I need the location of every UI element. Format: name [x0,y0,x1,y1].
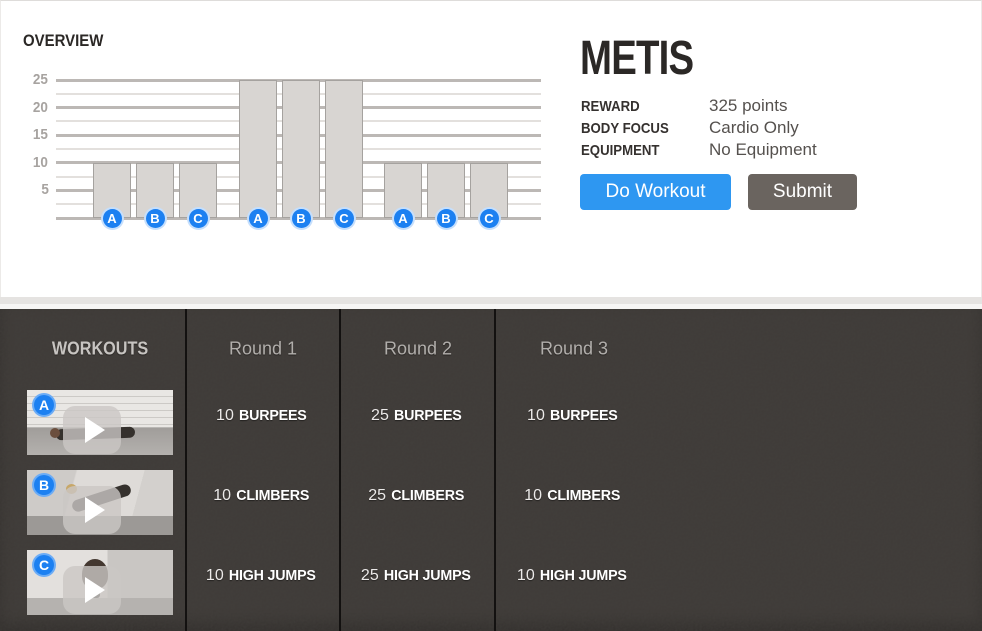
detail-row: BODY FOCUS Cardio Only [581,117,911,139]
exercise-badge: C [332,207,356,230]
rep-count: 10 [205,567,224,584]
exercise-name: CLIMBERS [391,487,464,504]
column-separator [185,309,187,631]
exercise-name: HIGH JUMPS [228,567,316,584]
exercise-rep-cell: 10 HIGH JUMPS [206,567,320,585]
play-icon [85,497,105,523]
exercise-badge-letter: B [441,211,451,226]
chart-bar [325,80,363,218]
column-separator [494,309,496,631]
detail-row: REWARD 325 points [581,95,911,117]
exercise-badge: B [32,473,56,497]
exercise-badge: A [246,207,270,230]
rep-count: 10 [516,567,535,584]
exercise-name: BURPEES [238,407,307,424]
submit-button[interactable]: Submit [748,174,857,210]
detail-value: No Equipment [709,140,817,159]
overview-title: OVERVIEW [23,31,104,50]
exercise-badge-letter: A [107,211,117,226]
exercise-name: CLIMBERS [547,487,620,504]
detail-label: BODY FOCUS [581,119,669,137]
exercise-badge-letter: B [38,477,50,493]
exercise-badge: B [289,207,313,230]
exercise-badge-letter: B [150,211,160,226]
exercise-badge: B [434,207,458,230]
exercise-name: BURPEES [549,407,618,424]
section-divider [0,297,982,309]
exercise-badge: C [186,207,210,230]
round-header-1: Round 1 [228,338,298,359]
play-icon [85,577,105,603]
y-axis-tick-label: 25 [33,71,49,88]
exercise-rep-cell: 10 CLIMBERS [213,487,313,505]
play-icon [85,417,105,443]
exercise-badge: A [391,207,415,230]
round-header-2: Round 2 [383,338,453,359]
detail-value: 325 points [709,96,788,115]
exercise-rep-cell: 10 BURPEES [527,407,621,425]
column-separator [339,309,341,631]
exercise-rep-cell: 25 CLIMBERS [368,487,468,505]
y-axis-tick-label: 15 [33,126,49,144]
rep-count: 10 [524,487,543,504]
do-workout-button[interactable]: Do Workout [580,174,731,210]
detail-label: EQUIPMENT [581,141,660,159]
rep-count: 25 [360,567,379,584]
y-axis-tick-label: 10 [33,153,49,171]
detail-row: EQUIPMENT No Equipment [581,139,911,161]
exercise-rep-cell: 10 CLIMBERS [524,487,624,505]
exercise-badge-letter: A [398,211,408,226]
rep-count: 25 [368,487,387,504]
y-axis-tick-label: 20 [33,98,49,116]
y-axis-tick-label: 5 [41,181,49,199]
overview-section: OVERVIEW 5 10 15 20 25 A B C A B C A B C METIS REWARD… [0,0,982,297]
exercise-badge: A [32,393,56,417]
play-button[interactable] [63,486,121,534]
workout-details: REWARD 325 points BODY FOCUS Cardio Only EQU… [581,95,911,161]
chart-bar [239,80,277,218]
chart-bar [282,80,320,218]
rep-count: 10 [216,407,234,424]
play-button[interactable] [63,406,121,454]
exercise-thumbnail[interactable]: B [27,470,173,535]
exercise-rep-cell: 10 HIGH JUMPS [517,567,631,585]
rounds-section: WORKOUTS Round 1 Round 2 Round 3 A 10 BURPEES 2… [0,309,982,631]
exercise-name: BURPEES [393,407,462,424]
rep-count: 25 [371,407,389,424]
rep-count: 10 [527,407,545,424]
exercise-badge-letter: A [38,397,50,413]
exercise-badge-letter: C [193,211,203,226]
exercise-badge: C [477,207,501,230]
exercise-name: HIGH JUMPS [383,567,471,584]
round-header-3: Round 3 [539,338,609,359]
exercise-badge: B [143,207,167,230]
exercise-badge-letter: C [339,211,349,226]
rep-count: 10 [213,487,232,504]
exercise-thumbnail[interactable]: C [27,550,173,615]
exercise-name: CLIMBERS [236,487,309,504]
exercise-thumbnail[interactable]: A [27,390,173,455]
exercise-name: HIGH JUMPS [539,567,627,584]
exercise-badge-letter: C [484,211,494,226]
workout-title: METIS [580,32,694,85]
exercise-rep-cell: 25 BURPEES [371,407,465,425]
exercise-badge: A [100,207,124,230]
workouts-header: WORKOUTS [51,338,149,359]
exercise-rep-cell: 10 BURPEES [216,407,310,425]
detail-value: Cardio Only [709,118,799,137]
overview-bar-chart: 5 10 15 20 25 A B C A B C A B C [1,1,561,298]
exercise-badge-letter: C [38,557,50,573]
play-button[interactable] [63,566,121,614]
exercise-badge-letter: B [296,211,306,226]
exercise-rep-cell: 25 HIGH JUMPS [361,567,475,585]
exercise-badge: C [32,553,56,577]
exercise-badge-letter: A [253,211,263,226]
detail-label: REWARD [581,97,640,115]
